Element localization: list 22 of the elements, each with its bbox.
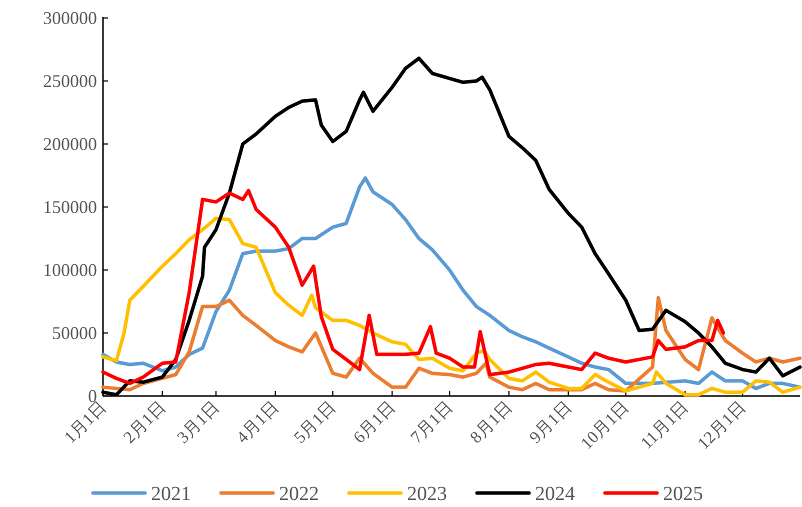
- x-tick-label: 12月1日: [694, 397, 750, 453]
- x-tick-label: 11月1日: [636, 397, 692, 452]
- x-tick-label: 7月1日: [406, 397, 456, 447]
- y-tick-label: 150000: [43, 197, 97, 217]
- x-tick-label: 2月1日: [120, 397, 170, 447]
- y-tick-label: 250000: [43, 71, 97, 91]
- legend-label: 2022: [279, 483, 319, 505]
- legend-label: 2023: [407, 483, 447, 505]
- x-tick-label: 9月1日: [526, 397, 576, 447]
- x-tick-label: 4月1日: [232, 397, 282, 447]
- x-tick-label: 10月1日: [577, 397, 633, 453]
- x-tick-label: 3月1日: [173, 397, 223, 447]
- legend-label: 2024: [535, 483, 575, 505]
- x-tick-label: 8月1日: [466, 397, 516, 447]
- legend-label: 2021: [151, 483, 191, 505]
- x-tick-label: 6月1日: [349, 397, 399, 447]
- y-tick-label: 100000: [43, 260, 97, 280]
- y-tick-label: 200000: [43, 134, 97, 154]
- y-tick-label: 50000: [52, 323, 97, 343]
- y-tick-label: 300000: [43, 8, 97, 28]
- x-tick-label: 5月1日: [290, 397, 340, 447]
- legend-label: 2025: [663, 483, 703, 505]
